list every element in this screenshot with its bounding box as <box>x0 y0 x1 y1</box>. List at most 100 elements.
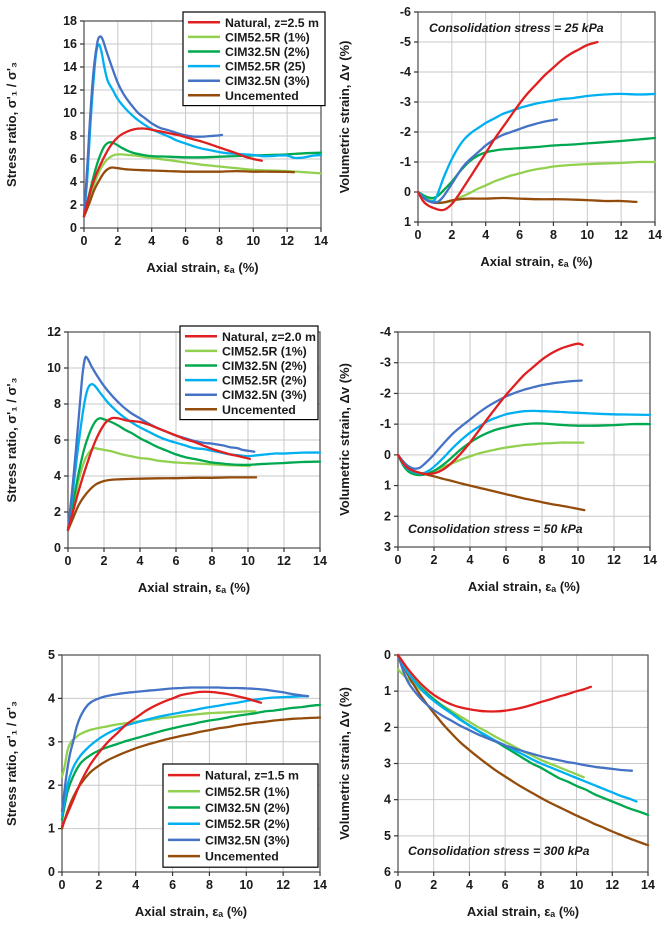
y-tick-label: 1 <box>48 822 55 836</box>
series-line-ygreen <box>82 153 323 218</box>
y-tick-label: 0 <box>48 865 55 879</box>
y-axis-label: Stress ratio, σ'₁ / σ'₃ <box>4 62 19 187</box>
legend-label: CIM52.5R (2%) <box>222 374 307 388</box>
x-tick-label: 10 <box>580 228 594 242</box>
x-tick-label: 2 <box>114 234 121 248</box>
legend-box <box>179 325 319 421</box>
x-tick-label: 4 <box>482 228 489 242</box>
series-line-red <box>396 653 593 713</box>
y-tick-label: 3 <box>48 735 55 749</box>
y-tick-label: -1 <box>400 155 411 169</box>
y-tick-label: 18 <box>63 14 77 28</box>
series-line-red <box>416 40 599 212</box>
y-tick-label: 3 <box>384 540 391 554</box>
y-axis-label: Volumetric strain, Δv (%) <box>337 363 352 516</box>
y-tick-label: 6 <box>384 865 391 879</box>
y-tick-label: 14 <box>63 60 77 74</box>
series-line-red <box>60 690 263 828</box>
series-line-brown <box>416 190 638 205</box>
series-line-brown <box>396 653 650 847</box>
chart-stress-ratio-50kpa: 0 2 4 6 8 10 12 14 0 2 4 6 8 10 12 Axial strain, εₐ (%)… <box>4 325 327 595</box>
series-line-cyan <box>60 695 310 817</box>
series-line-blue <box>396 653 634 772</box>
series-line-brown <box>82 166 296 218</box>
x-tick-label: 10 <box>570 878 584 892</box>
legend-label: Uncemented <box>222 403 296 417</box>
x-tick-label: 2 <box>430 878 437 892</box>
x-axis-label: Axial strain, εₐ (%) <box>467 904 579 919</box>
y-tick-label: 6 <box>54 433 61 447</box>
y-tick-label: 0 <box>54 541 61 555</box>
y-tick-label: -4 <box>380 325 391 339</box>
y-tick-label: -6 <box>400 5 411 19</box>
y-axis-label: Stress ratio, σ'₁ / σ'₃ <box>4 701 19 826</box>
legend-label: CIM52.5R (1%) <box>222 344 307 358</box>
series-line-ygreen <box>396 441 585 475</box>
y-axis-label: Volumetric strain, Δv (%) <box>337 687 352 840</box>
x-tick-label: 12 <box>607 553 621 567</box>
y-tick-label: 4 <box>384 793 391 807</box>
x-tick-label: 0 <box>395 553 402 567</box>
x-tick-label: 0 <box>59 878 66 892</box>
y-tick-label: 1 <box>384 479 391 493</box>
x-tick-label: 4 <box>466 878 473 892</box>
series-line-blue <box>82 35 224 218</box>
x-tick-label: 6 <box>516 228 523 242</box>
plot-border <box>61 654 321 873</box>
legend-label: CIM32.5N (3%) <box>225 74 310 88</box>
legend-label: CIM32.5N (3%) <box>205 833 290 847</box>
x-tick-label: 8 <box>537 878 544 892</box>
legend-label: CIM52.5R (1%) <box>225 30 310 44</box>
x-tick-label: 2 <box>431 553 438 567</box>
legend-label: Natural, z=1.5 m <box>205 769 299 783</box>
y-tick-label: 5 <box>384 829 391 843</box>
series-line-red <box>396 342 584 476</box>
y-axis-label: Stress ratio, σ'₁ / σ'₃ <box>4 378 19 503</box>
series-line-blue <box>416 118 558 204</box>
x-tick-label: 10 <box>246 234 260 248</box>
y-tick-label: 4 <box>54 469 61 483</box>
legend-label: Uncemented <box>205 850 279 864</box>
x-axis-label: Axial strain, εₐ (%) <box>146 260 258 275</box>
series-line-cyan <box>416 92 657 203</box>
y-tick-label: 8 <box>54 397 61 411</box>
series-line-ygreen <box>66 446 251 532</box>
series-line-cyan <box>396 653 638 803</box>
legend-label: CIM52.5R (2%) <box>205 817 290 831</box>
y-tick-label: 1 <box>404 215 411 229</box>
y-tick-label: 3 <box>384 757 391 771</box>
y-tick-label: 4 <box>70 175 77 189</box>
y-tick-label: 4 <box>48 691 55 705</box>
legend-box <box>162 763 319 868</box>
x-tick-label: 6 <box>503 553 510 567</box>
y-tick-label: -2 <box>400 125 411 139</box>
x-tick-label: 12 <box>277 554 291 568</box>
y-tick-label: -4 <box>400 65 411 79</box>
x-tick-label: 8 <box>216 234 223 248</box>
y-tick-label: -5 <box>400 35 411 49</box>
legend-label: CIM32.5N (2%) <box>225 45 310 59</box>
legend-label: Natural, z=2.0 m <box>222 330 316 344</box>
chart-stress-ratio-25kpa: 0 2 4 6 8 10 12 14 0 2 4 6 8 10 12 14 16 18 Axial strain, … <box>4 11 328 275</box>
y-tick-label: 2 <box>48 778 55 792</box>
x-tick-label: 14 <box>314 234 328 248</box>
x-tick-label: 12 <box>280 234 294 248</box>
y-tick-label: 1 <box>384 684 391 698</box>
series-line-cyan <box>82 43 323 218</box>
y-tick-label: 2 <box>54 505 61 519</box>
x-tick-label: 12 <box>605 878 619 892</box>
x-tick-label: 14 <box>641 878 655 892</box>
x-tick-label: 4 <box>467 553 474 567</box>
x-tick-label: 0 <box>395 878 402 892</box>
series-line-green <box>66 417 322 532</box>
series-line-cyan <box>396 409 652 475</box>
series-line-cyan <box>66 382 322 532</box>
x-tick-label: 10 <box>571 553 585 567</box>
y-tick-label: -2 <box>380 386 391 400</box>
y-tick-label: -1 <box>380 417 391 431</box>
x-tick-label: 14 <box>643 553 657 567</box>
